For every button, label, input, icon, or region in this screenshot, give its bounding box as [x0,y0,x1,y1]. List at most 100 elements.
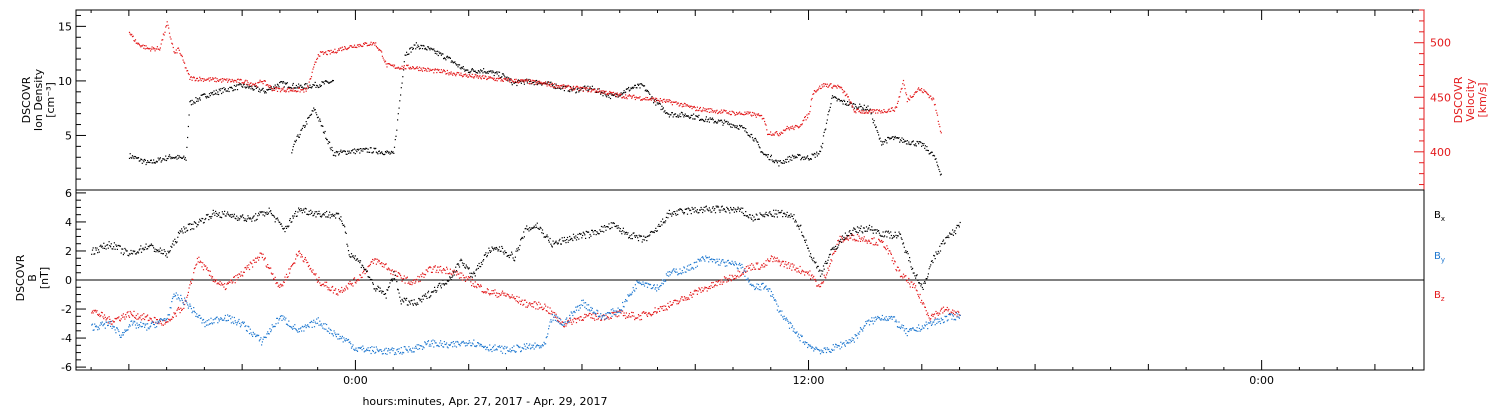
by-series-point [680,272,682,274]
by-series-point [529,343,531,345]
ion-density-series-point [400,87,402,89]
by-series-point [717,264,720,266]
velocity-series-point [656,99,658,101]
ion-density-series-point [938,168,940,171]
bz-series-point [671,304,673,306]
ion-density-series-point [819,150,821,152]
by-series-point [304,324,306,326]
ion-density-series-point [664,110,666,112]
by-series-point [247,325,249,327]
bx-series-point [299,210,301,212]
by-series-point [221,318,223,320]
bx-series-point [190,229,192,231]
bx-series-point [230,214,232,216]
velocity-series-point [350,45,353,47]
bx-series-point [160,252,162,254]
by-series-point [478,343,480,345]
bz-series-point [838,242,840,244]
by-series-point [300,327,302,329]
b-tick-label: 4 [65,216,72,229]
ion-density-series-point [872,118,874,120]
bz-series-point [312,269,314,271]
ion-density-series-point [554,86,556,88]
bz-series-point [116,318,118,320]
bz-series-point [332,292,334,294]
velocity-series-point [301,89,303,91]
by-series-point [696,261,698,263]
by-series-point [884,319,886,321]
ion-density-series-point [722,124,724,126]
velocity-series-point [559,87,561,89]
by-series-point [426,343,428,345]
ion-density-series-point [238,84,240,86]
ion-density-series-point [467,71,470,73]
ion-density-series-point [353,148,356,150]
bz-series-point [902,273,905,275]
ion-density-series-point [918,143,920,145]
ion-density-series-point [773,160,775,162]
bz-series-point [276,282,278,284]
bz-series-point [437,271,439,274]
velocity-series-point [877,112,879,114]
ion-density-series-point [349,152,351,154]
velocity-series-point [399,68,401,70]
bz-series-point [922,302,924,304]
velocity-series-point [294,90,296,92]
by-series-point [600,318,603,320]
velocity-series-point [889,110,891,113]
by-series-point [615,313,617,315]
velocity-series-point [260,81,262,83]
bx-series-point [109,245,111,247]
by-series-point [905,328,908,330]
ion-density-series-point [221,87,223,90]
by-series-point [464,342,466,344]
ion-density-series-point [440,52,442,54]
velocity-series-point [848,99,850,101]
ion-density-series-point [199,97,201,99]
velocity-series-point [880,112,882,114]
ion-density-series-point [789,159,791,161]
velocity-series-point [878,109,880,111]
velocity-series-point [415,67,417,69]
by-series-point [227,314,229,316]
velocity-series-point [434,69,436,71]
bz-series-point [289,272,291,274]
by-series-point [924,324,926,326]
ion-density-series-point [710,118,712,120]
ion-density-series-point [853,107,855,109]
by-series-point [270,329,272,331]
velocity-series-point [767,133,769,136]
by-series-point [474,345,476,347]
bx-series-point [361,264,363,266]
velocity-series-point [628,94,630,96]
ion-density-series-point [755,139,757,141]
bz-series-point [713,286,715,288]
ion-density-series-point [810,158,812,160]
velocity-series-point [174,52,177,54]
by-series-point [792,330,794,332]
by-series-point [555,315,557,317]
bz-series-point [146,315,148,317]
velocity-series-point [453,72,455,74]
ion-density-series-point [492,71,495,73]
velocity-series-point [449,72,451,74]
ion-density-series-point [472,69,474,71]
velocity-series-point [841,87,843,89]
bz-series-point [863,236,865,238]
ion-density-series-point [412,47,414,49]
bz-series-point [785,264,788,266]
bx-series-point [180,231,182,233]
by-series-point [350,347,353,349]
bz-series-point [798,270,800,272]
ion-density-series-point [411,46,413,49]
bz-series-point [194,267,196,269]
ion-density-series-point [345,153,347,155]
ion-density-series-point [231,87,233,89]
velocity-series-point [161,39,163,41]
by-series-point [677,273,680,275]
bz-series-point [518,296,520,298]
bz-series-point [899,276,902,278]
ion-density-series-point [848,104,850,106]
by-series-point [321,325,323,327]
by-series-point [168,314,170,316]
